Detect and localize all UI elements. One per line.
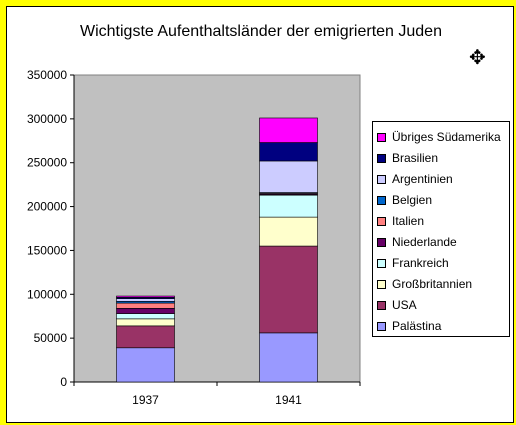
bar-segment	[116, 325, 175, 349]
legend-swatch	[377, 258, 386, 268]
legend-item: Übriges Südamerika	[377, 128, 501, 146]
bar-segment	[116, 298, 175, 302]
y-tick-label: 100000	[27, 287, 67, 301]
y-tick-label: 350000	[27, 68, 67, 82]
legend-swatch	[377, 237, 386, 247]
bar-segment	[116, 347, 175, 383]
bar-segment	[259, 142, 318, 162]
legend-swatch	[377, 321, 386, 331]
legend-label: Italien	[392, 214, 425, 228]
y-tick-label: 250000	[27, 156, 67, 170]
legend-label: Übriges Südamerika	[392, 130, 501, 144]
bar-segment	[259, 194, 318, 218]
legend-label: Palästina	[392, 319, 442, 333]
legend-label: Argentinien	[392, 172, 453, 186]
legend-item: Italien	[377, 212, 424, 230]
y-tick-label: 200000	[27, 200, 67, 214]
legend-label: Brasilien	[392, 151, 439, 165]
bar-segment	[259, 160, 318, 193]
bar-segment	[116, 295, 175, 298]
y-tick-label: 300000	[27, 112, 67, 126]
bar-segment	[259, 245, 318, 334]
bar-segment	[259, 332, 318, 383]
chart-legend: Übriges Südamerika Brasilien Argentinien Be…	[372, 121, 510, 337]
bar-segment	[116, 302, 175, 309]
move-cursor-icon: ✥	[469, 47, 486, 69]
legend-swatch	[377, 195, 386, 205]
x-tick-label: 1941	[275, 393, 302, 407]
bar-segment	[259, 117, 318, 143]
legend-swatch	[377, 132, 386, 142]
legend-swatch	[377, 153, 386, 163]
legend-item: Palästina	[377, 317, 441, 335]
y-tick-label: 150000	[27, 243, 67, 257]
legend-label: Frankreich	[392, 256, 449, 270]
y-tick-label: 50000	[34, 331, 68, 345]
legend-item: Niederlande	[377, 233, 457, 251]
chart-title: Wichtigste Aufenthaltsländer der emigrie…	[80, 23, 442, 40]
legend-label: Belgien	[392, 193, 433, 207]
legend-swatch	[377, 300, 386, 310]
legend-item: Argentinien	[377, 170, 453, 188]
bar-segment	[259, 216, 318, 247]
legend-item: Großbritannien	[377, 275, 472, 293]
legend-item: Frankreich	[377, 254, 449, 272]
legend-item: Brasilien	[377, 149, 438, 167]
legend-item: USA	[377, 296, 417, 314]
legend-item: Belgien	[377, 191, 432, 209]
legend-label: Niederlande	[392, 235, 457, 249]
chart-svg: 0 50000 100000 150000 200000 250000 300000 3500…	[27, 68, 361, 407]
legend-swatch	[377, 279, 386, 289]
y-tick-label: 0	[60, 375, 67, 389]
legend-label: USA	[392, 298, 417, 312]
chart-area: Wichtigste Aufenthaltsländer der emigrie…	[6, 6, 514, 423]
legend-swatch	[377, 216, 386, 226]
x-tick-label: 1937	[132, 393, 159, 407]
legend-swatch	[377, 174, 386, 184]
bar-segment	[116, 318, 175, 327]
legend-label: Großbritannien	[392, 277, 473, 291]
bar-segment	[116, 308, 175, 314]
bar-segment	[116, 313, 175, 320]
